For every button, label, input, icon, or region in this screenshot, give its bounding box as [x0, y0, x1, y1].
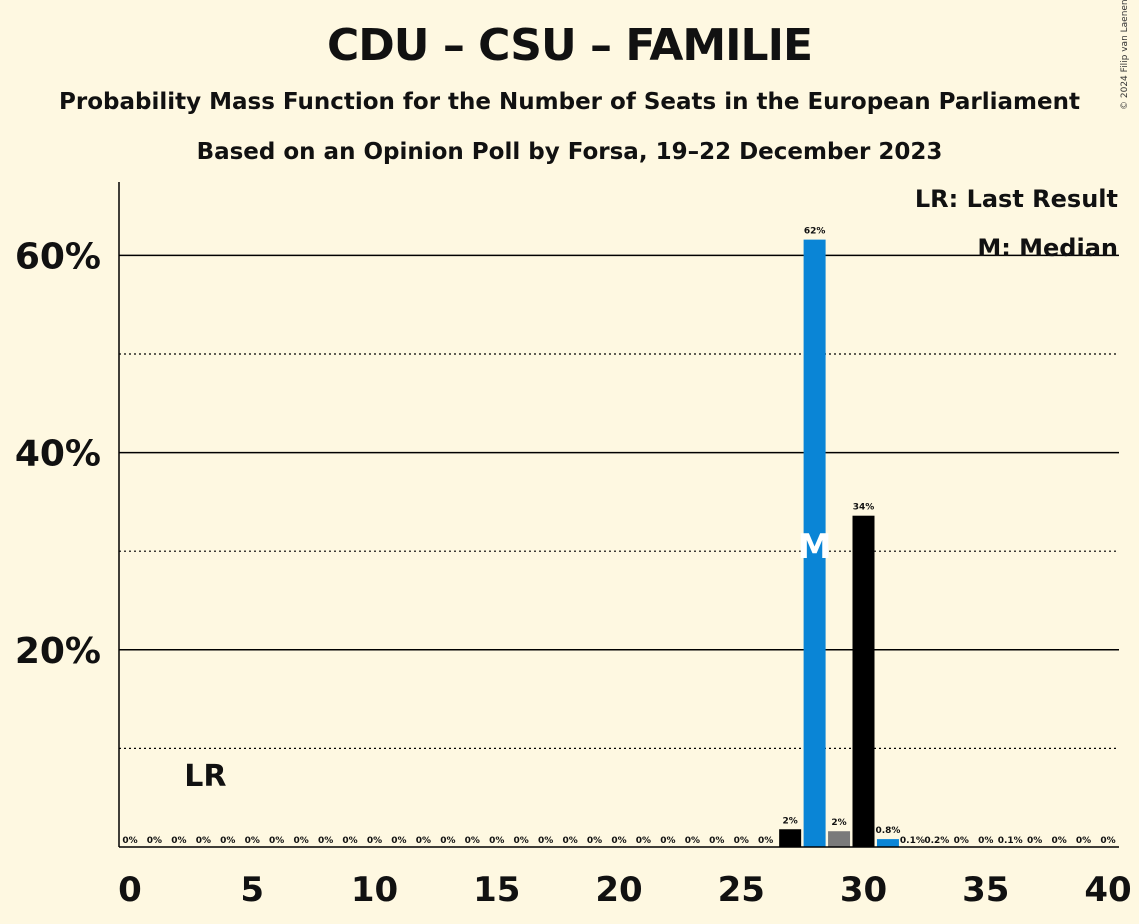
data-label: 0%	[538, 836, 553, 846]
bar	[803, 239, 826, 847]
data-label: 0%	[318, 836, 333, 846]
data-label: 0%	[709, 836, 724, 846]
data-label: 0%	[1100, 836, 1115, 846]
data-label: 0%	[587, 836, 602, 846]
data-label: 0%	[342, 836, 357, 846]
bar	[779, 829, 802, 847]
data-label: 0%	[562, 836, 577, 846]
data-label: 0%	[147, 836, 162, 846]
data-label: 0%	[294, 836, 309, 846]
bar	[852, 515, 875, 847]
data-label: 0%	[465, 836, 480, 846]
data-label: 0%	[1076, 836, 1091, 846]
data-label: 0.1%	[998, 836, 1023, 846]
data-label: 0%	[1027, 836, 1042, 846]
legend-last-result: LR: Last Result	[914, 185, 1118, 213]
y-tick-label: 40%	[15, 434, 101, 475]
data-label: 0%	[514, 836, 529, 846]
data-label: 0%	[978, 836, 993, 846]
chart-subtitle-poll: Based on an Opinion Poll by Forsa, 19–22…	[196, 139, 943, 165]
x-tick-label: 20	[595, 870, 642, 910]
data-label: 0%	[611, 836, 626, 846]
data-label: 0%	[660, 836, 675, 846]
x-tick-label: 10	[351, 870, 398, 910]
last-result-marker: LR	[184, 759, 226, 794]
x-tick-label: 30	[840, 870, 887, 910]
x-tick-label: 5	[240, 870, 264, 910]
data-label: 0%	[269, 836, 284, 846]
data-label: 0%	[416, 836, 431, 846]
data-label: 0%	[171, 836, 186, 846]
median-marker: M	[798, 527, 832, 567]
data-label: 0%	[734, 836, 749, 846]
x-tick-label: 25	[718, 870, 765, 910]
bar	[828, 831, 851, 847]
data-label: 0%	[489, 836, 504, 846]
data-label: 2%	[831, 818, 846, 828]
x-tick-label: 40	[1084, 870, 1131, 910]
y-tick-label: 20%	[15, 631, 101, 672]
bar	[876, 839, 899, 847]
data-label: 0%	[636, 836, 651, 846]
x-tick-label: 0	[118, 870, 142, 910]
data-label: 0%	[220, 836, 235, 846]
data-label: 0.8%	[875, 826, 900, 836]
data-label: 0%	[122, 836, 137, 846]
data-label: 2%	[783, 816, 798, 826]
data-label: 0%	[758, 836, 773, 846]
data-label: 0%	[245, 836, 260, 846]
data-label: 0%	[391, 836, 406, 846]
x-tick-label: 15	[473, 870, 520, 910]
data-label: 0%	[1051, 836, 1066, 846]
chart-title: CDU – CSU – FAMILIE	[326, 20, 813, 71]
data-label: 0%	[685, 836, 700, 846]
legend-median: M: Median	[977, 234, 1118, 262]
y-tick-label: 60%	[15, 236, 101, 277]
data-label: 0%	[196, 836, 211, 846]
data-label: 0.1%	[900, 836, 925, 846]
data-label: 62%	[804, 227, 826, 237]
data-label: 0%	[440, 836, 455, 846]
data-label: 0%	[954, 836, 969, 846]
data-label: 0%	[367, 836, 382, 846]
x-tick-label: 35	[962, 870, 1009, 910]
data-label: 0.2%	[924, 836, 949, 846]
data-label: 34%	[853, 503, 875, 513]
chart-subtitle: Probability Mass Function for the Number…	[59, 89, 1080, 115]
